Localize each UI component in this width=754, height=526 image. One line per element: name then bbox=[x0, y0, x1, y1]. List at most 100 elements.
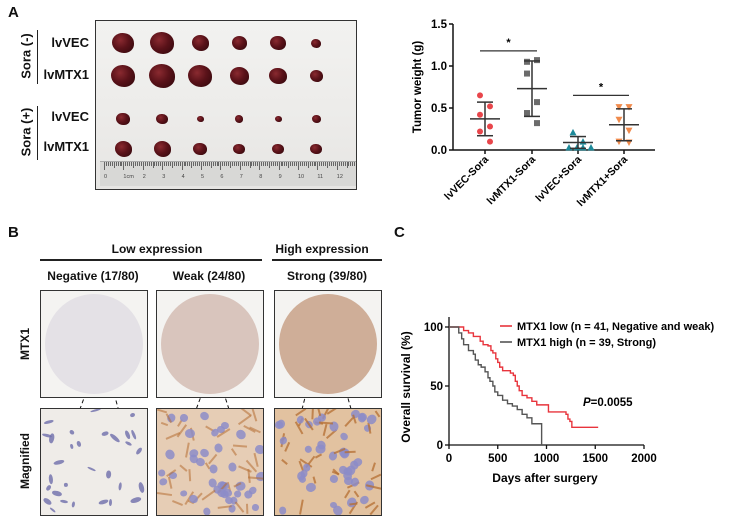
x-tick-label: 0 bbox=[446, 453, 452, 465]
column-label-negative: Negative (17/80) bbox=[47, 269, 139, 283]
ruler-tick-label: 9 bbox=[278, 174, 282, 180]
data-point bbox=[487, 103, 493, 110]
tumor bbox=[272, 143, 284, 155]
column-label-weak: Weak (24/80) bbox=[172, 269, 246, 283]
y-axis-title: Overall survival (%) bbox=[399, 331, 413, 442]
y-tick-label: 0.5 bbox=[431, 103, 448, 115]
tumor bbox=[111, 65, 135, 87]
ruler-tick-label: 12 bbox=[336, 174, 343, 180]
tumor bbox=[191, 35, 209, 51]
tma-core-image bbox=[40, 290, 148, 398]
row-label: lvVEC bbox=[51, 109, 89, 124]
data-point bbox=[534, 99, 540, 106]
header-low-expression: Low expression bbox=[111, 242, 203, 256]
legend-label: MTX1 low (n = 41, Negative and weak) bbox=[517, 321, 714, 333]
magnified-image bbox=[156, 408, 264, 516]
tumor bbox=[149, 64, 175, 88]
panel-label-a: A bbox=[8, 4, 19, 21]
tumor bbox=[274, 115, 282, 123]
x-tick-label: 1000 bbox=[534, 453, 560, 465]
data-point bbox=[477, 111, 483, 118]
tumor bbox=[233, 143, 245, 155]
tumor bbox=[269, 67, 287, 85]
row-label: lvMTX1 bbox=[43, 67, 89, 82]
tumor bbox=[310, 143, 322, 155]
header-rule bbox=[272, 259, 382, 261]
data-point bbox=[625, 104, 633, 111]
ruler-tick-label: 6 bbox=[220, 174, 224, 180]
x-tick-label: 500 bbox=[488, 453, 507, 465]
tumor bbox=[112, 33, 134, 53]
tumor bbox=[229, 67, 249, 85]
data-point bbox=[615, 138, 623, 146]
data-point bbox=[524, 70, 530, 77]
data-point bbox=[579, 143, 587, 151]
legend-label: MTX1 high (n = 39, Strong) bbox=[517, 337, 656, 349]
tumor bbox=[116, 112, 130, 126]
tumor bbox=[188, 65, 212, 87]
tumor bbox=[193, 142, 207, 156]
x-tick-label: lvVEC+Sora bbox=[533, 154, 584, 205]
panel-label-b: B bbox=[8, 224, 19, 241]
tumor bbox=[231, 36, 247, 50]
y-tick-label: 100 bbox=[424, 322, 443, 334]
magnified-image bbox=[274, 408, 382, 516]
y-tick-label: 0.0 bbox=[431, 145, 447, 157]
x-tick-label: lvMTX1-Sora bbox=[485, 154, 539, 208]
tumor bbox=[114, 141, 132, 157]
tumor bbox=[309, 70, 323, 82]
data-point bbox=[477, 128, 483, 135]
x-tick-label: 1500 bbox=[582, 453, 608, 465]
group-bracket bbox=[37, 106, 38, 160]
p-value-annotation: P=0.0055 bbox=[583, 397, 633, 409]
y-tick-label: 0 bbox=[437, 440, 443, 452]
row-label: lvVEC bbox=[51, 35, 89, 50]
tissue-core bbox=[161, 294, 259, 394]
data-point bbox=[573, 143, 581, 151]
tumor bbox=[196, 115, 204, 123]
tumor bbox=[235, 115, 243, 123]
tumor-photo: 01cm234567891011121 bbox=[95, 20, 357, 190]
data-point bbox=[534, 57, 540, 64]
tma-core-image bbox=[274, 290, 382, 398]
data-point bbox=[569, 128, 577, 136]
tumor bbox=[311, 38, 321, 48]
y-tick-label: 1.5 bbox=[431, 19, 448, 31]
significance-marker: * bbox=[599, 81, 604, 93]
data-point bbox=[477, 92, 483, 99]
tumor bbox=[156, 113, 168, 125]
data-point bbox=[565, 143, 573, 151]
data-point bbox=[524, 110, 530, 117]
ruler-tick-label: 7 bbox=[239, 174, 243, 180]
data-point bbox=[625, 127, 633, 135]
ruler-tick-label: 5 bbox=[201, 174, 205, 180]
tumor bbox=[150, 32, 174, 54]
data-point bbox=[487, 123, 493, 130]
panel-label-c: C bbox=[394, 224, 405, 241]
tissue-core bbox=[279, 294, 377, 394]
p-value: =0.0055 bbox=[591, 397, 633, 409]
ruler-tick-label: 10 bbox=[298, 174, 305, 180]
x-axis-title: Days after surgery bbox=[492, 471, 598, 485]
ruler: 01cm234567891011121 bbox=[100, 161, 356, 186]
ruler-tick-label: 0 bbox=[104, 174, 108, 180]
tissue-core bbox=[45, 294, 143, 394]
tumor bbox=[153, 141, 171, 157]
ruler-tick-label: 11 bbox=[317, 174, 324, 180]
data-point bbox=[579, 138, 587, 145]
data-point bbox=[615, 116, 623, 124]
p-label: P bbox=[583, 397, 591, 409]
header-high-expression: High expression bbox=[275, 242, 369, 256]
y-axis-title: Tumor weight (g) bbox=[412, 41, 424, 134]
ruler-tick-label: 8 bbox=[259, 174, 263, 180]
data-point bbox=[587, 143, 595, 151]
survival-curve bbox=[449, 326, 543, 445]
x-tick-label: 2000 bbox=[631, 453, 657, 465]
column-label-strong: Strong (39/80) bbox=[286, 269, 368, 283]
ruler-tick-label: 3 bbox=[162, 174, 166, 180]
y-tick-label: 50 bbox=[430, 381, 443, 393]
data-point bbox=[524, 58, 530, 65]
data-point bbox=[487, 138, 493, 145]
ruler-tick-label: 1cm bbox=[123, 174, 134, 180]
